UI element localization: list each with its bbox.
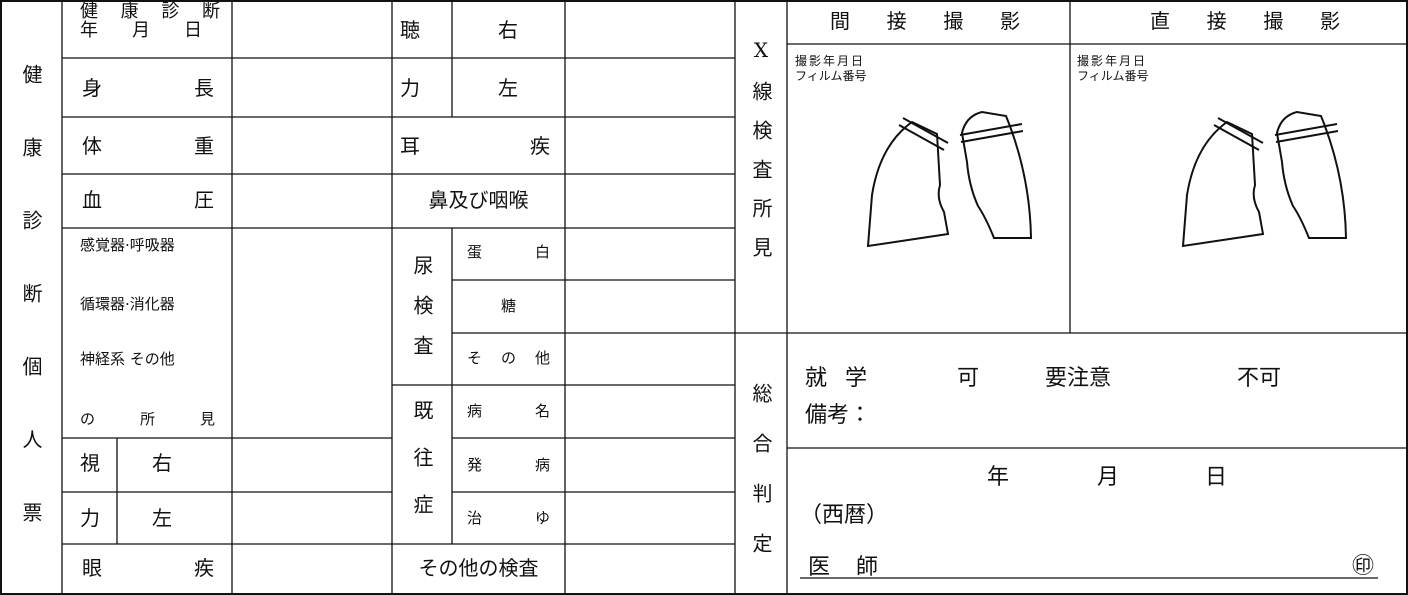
label: 医師 [808, 555, 878, 580]
label: 年 [987, 465, 1010, 490]
label: 既往症 [410, 400, 434, 541]
label: 視 [80, 451, 100, 475]
label: 直接撮影 [1150, 9, 1340, 33]
label: フィルム番号 [1077, 69, 1149, 83]
label: 右 [498, 18, 518, 42]
label: 撮影年月日 [795, 54, 866, 68]
option: 可 [957, 366, 980, 391]
label: 年月日 [80, 20, 202, 41]
label: その他の検査 [418, 556, 539, 580]
label: 力 [400, 76, 420, 100]
label: 体重 [82, 134, 214, 158]
label: 備考： [805, 403, 872, 428]
label: の所見 [80, 410, 215, 428]
label: 糖 [500, 297, 516, 315]
label: 力 [80, 506, 100, 530]
label: 感覚器·呼吸器 [80, 236, 175, 254]
label: 聴 [400, 18, 420, 42]
label: 左 [498, 76, 518, 100]
form-title: 健康診断個人票 [19, 64, 43, 575]
label: 右 [152, 451, 172, 475]
label: 総合判定 [749, 383, 773, 583]
lung-left [866, 120, 950, 248]
option: 不可 [1237, 366, 1282, 391]
label: 就学 [805, 366, 867, 391]
lung-diagram [1182, 111, 1347, 247]
label: 血圧 [82, 188, 214, 212]
label: 身長 [82, 76, 214, 100]
label: 耳疾 [400, 134, 550, 158]
label: 健康診断 [80, 1, 220, 22]
label: 蛋白 [467, 243, 550, 261]
label: 病名 [467, 402, 550, 420]
label: 間接撮影 [830, 9, 1020, 33]
label: 左 [152, 506, 172, 530]
label: 月 [1097, 465, 1120, 490]
label: （西暦） [800, 503, 889, 528]
label: 尿検査 [410, 255, 434, 375]
label: フィルム番号 [795, 69, 867, 83]
clavicles [898, 117, 1024, 151]
grid [61, 0, 1408, 595]
label: 発病 [467, 456, 550, 474]
label: 日 [1205, 465, 1228, 490]
label: 循環器·消化器 [80, 295, 175, 313]
label: 神経系 その他 [80, 350, 175, 368]
seal: ㊞ [1352, 554, 1375, 579]
option: 要注意 [1045, 366, 1112, 391]
label: 鼻及び咽喉 [428, 188, 529, 212]
lung-right [960, 110, 1033, 239]
label: 眼疾 [82, 556, 214, 580]
label: X線検査所見 [749, 38, 773, 276]
label: 治ゆ [467, 509, 550, 527]
label: その他 [467, 349, 550, 367]
label: 撮影年月日 [1077, 54, 1148, 68]
lung-diagram [866, 110, 1033, 248]
